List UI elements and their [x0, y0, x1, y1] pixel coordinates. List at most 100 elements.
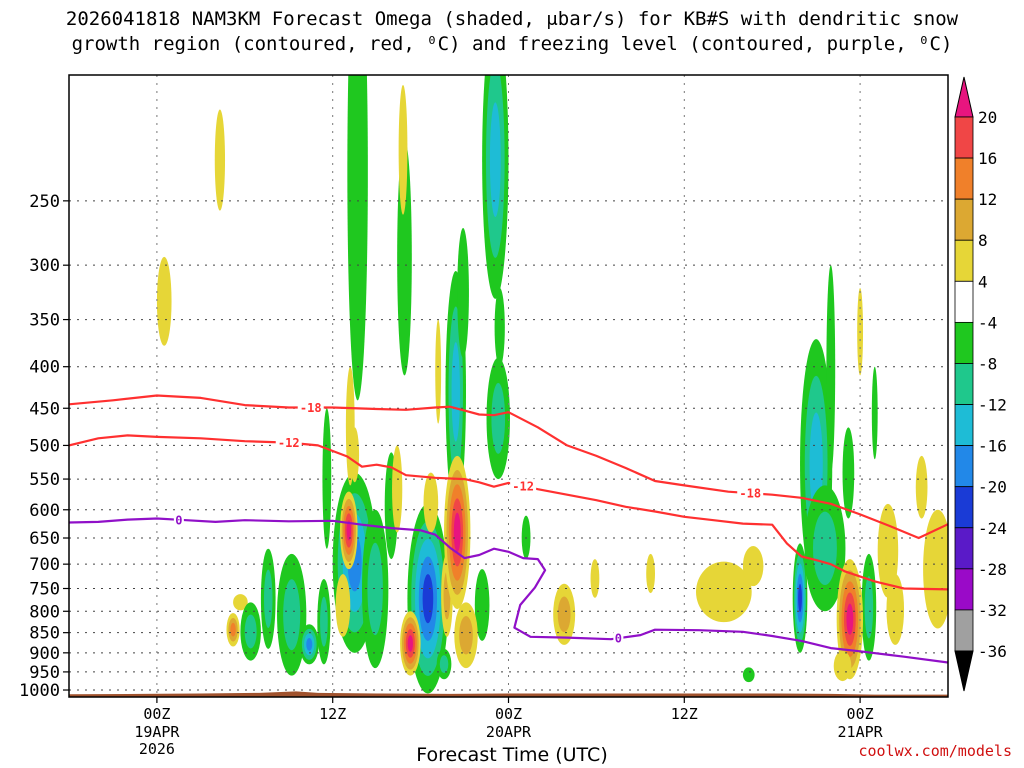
colorbar-label: -8: [978, 354, 997, 373]
omega-shade--8: [283, 579, 301, 651]
y-tick-label: 450: [29, 399, 60, 419]
omega-shade--4: [826, 265, 836, 473]
isotherm-label: -18: [739, 487, 761, 501]
y-tick-label: 800: [29, 602, 60, 622]
chart-title-line-1: 2026041818 NAM3KM Forecast Omega (shaded…: [65, 8, 959, 30]
omega-shade--8: [320, 596, 328, 647]
x-tick-label: 00Z: [847, 705, 874, 723]
omega-shade--12: [489, 102, 501, 217]
x-tick-sublabel: 19APR: [134, 723, 180, 741]
colorbar-swatch: [954, 363, 974, 405]
isotherm--18C: [69, 394, 948, 540]
colorbar-label: -16: [978, 437, 1007, 456]
x-tick-label: 00Z: [495, 705, 522, 723]
isotherm-label: -12: [512, 480, 534, 494]
omega-shade-4: [886, 574, 905, 645]
omega-shade-20: [846, 603, 854, 635]
omega-shade--4: [474, 569, 490, 641]
x-axis-label: Forecast Time (UTC): [416, 744, 608, 766]
omega-shade--8: [244, 614, 257, 649]
omega-shade-12: [230, 622, 236, 637]
y-tick-label: 750: [29, 580, 60, 600]
omega-shade--8: [367, 542, 383, 636]
omega-shade--4: [521, 515, 531, 560]
isotherm-label-bg: [297, 400, 324, 415]
isotherm-label-bg: [173, 512, 184, 527]
omega-shade-4: [214, 109, 226, 211]
omega-shade-4: [915, 455, 928, 519]
colorbar-label: -4: [978, 313, 997, 332]
colorbar-label: 4: [978, 272, 988, 291]
terrain-area: [69, 691, 948, 697]
colorbar-swatch: [954, 116, 974, 159]
x-tick-sublabel: 20APR: [486, 723, 532, 741]
y-tick-label: 850: [29, 624, 60, 644]
omega-shading: [156, 75, 948, 694]
omega-shade--8: [812, 511, 837, 586]
colorbar-swatch: [954, 568, 974, 611]
omega-shade-4: [350, 427, 360, 483]
omega-shade--4: [347, 75, 368, 401]
omega-shade-4: [923, 509, 948, 629]
omega-shade--12: [451, 342, 460, 442]
isotherm-contours: -18 -18 -12 -12 0 0: [69, 394, 948, 664]
y-tick-label: 400: [29, 358, 60, 378]
axes: 2503003504004505005506006507007508008509…: [19, 74, 949, 758]
colorbar-label: 12: [978, 190, 997, 209]
y-tick-label: 250: [29, 192, 60, 212]
omega-shade-20: [453, 512, 461, 553]
y-tick-label: 900: [29, 644, 60, 664]
credit-text: coolwx.com/models: [858, 742, 1012, 760]
isotherm-label: 0: [175, 513, 182, 527]
isotherm-0C: [69, 517, 948, 664]
colorbar-label: -28: [978, 560, 1007, 579]
omega-shade-4: [646, 553, 655, 594]
colorbar-label: -24: [978, 519, 1007, 538]
omega-shade-4: [156, 256, 172, 346]
omega-shade-4: [696, 561, 752, 623]
colorbar-label: 8: [978, 231, 988, 250]
omega-shade-4: [233, 594, 248, 611]
omega-shade-4: [423, 472, 439, 533]
colorbar-swatch: [954, 486, 974, 529]
isotherm--12C: [69, 434, 948, 591]
omega-shade-20: [407, 635, 414, 652]
omega-shade--8: [864, 576, 874, 639]
colorbar-swatch: [954, 239, 974, 282]
colorbar-swatch: [954, 280, 974, 323]
omega-shade-4: [590, 559, 600, 598]
colorbar-swatch: [954, 157, 974, 200]
y-tick-label: 500: [29, 436, 60, 456]
omega-shade-4: [392, 445, 403, 533]
colorbar: 20 16 12 8 4 -4 -8 -12 -16 -20 -24 -28 -32 -36: [954, 76, 1007, 692]
omega-shade-4: [335, 574, 351, 637]
omega-shade--4: [494, 287, 505, 367]
colorbar-label: -12: [978, 396, 1007, 415]
colorbar-swatch: [954, 445, 974, 488]
x-tick-label: 00Z: [143, 705, 170, 723]
omega-shade-4: [398, 84, 408, 215]
x-tick-label: 12Z: [319, 705, 346, 723]
isotherm-label-bg: [613, 631, 624, 646]
omega-shade-4: [833, 650, 852, 682]
y-tick-label: 700: [29, 555, 60, 575]
omega-shade--16: [306, 637, 313, 651]
isotherm-label-bg: [737, 486, 764, 501]
colorbar-label: 16: [978, 149, 997, 168]
y-tick-label: 300: [29, 256, 60, 276]
isotherm-label-bg: [510, 479, 537, 494]
omega-shade-8: [459, 616, 473, 655]
colorbar-swatch: [954, 527, 974, 570]
y-tick-label: 350: [29, 311, 60, 331]
omega-shade--8: [439, 655, 449, 673]
y-tick-label: 950: [29, 663, 60, 683]
omega-shade-20: [346, 520, 352, 541]
omega-shade--8: [263, 569, 273, 629]
omega-shade--4: [322, 408, 332, 549]
colorbar-label: 20: [978, 108, 997, 127]
isotherm-label: -12: [278, 436, 300, 450]
omega-shade--4: [457, 228, 469, 358]
chart-title-line-2: growth region (contoured, red, ⁰C) and f…: [71, 33, 953, 55]
